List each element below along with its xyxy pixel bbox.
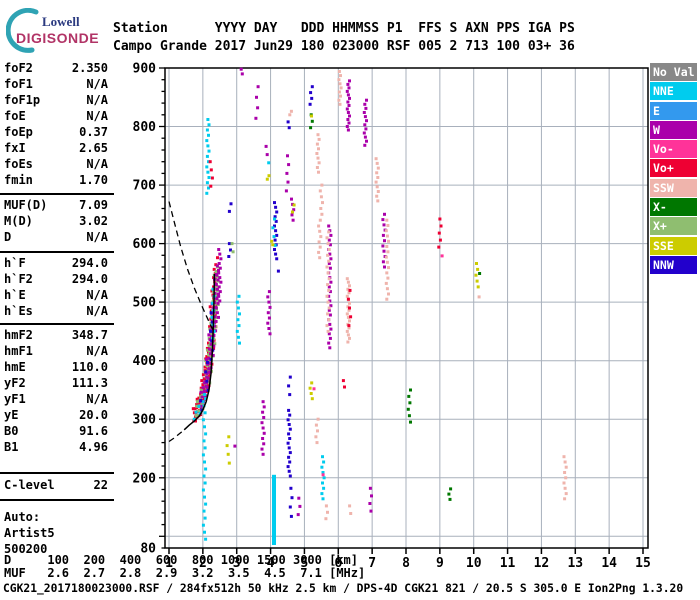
param-row: Artist5 xyxy=(4,526,55,540)
muf-row: MUF 2.6 2.7 2.8 2.9 3.2 3.5 4.5 7.1 [MHz… xyxy=(4,566,366,580)
param-row: Auto: xyxy=(4,510,41,524)
svg-text:8: 8 xyxy=(402,556,410,571)
muf-transmission-curve xyxy=(168,201,216,334)
header-labels-line: Station YYYY DAY DDD HHMMSS P1 FFS S AXN… xyxy=(113,21,575,36)
param-row: foF2 2.350 xyxy=(4,61,108,75)
param-row: foF1p N/A xyxy=(4,93,108,107)
logo-lowell-text: Lowell xyxy=(42,14,80,29)
param-row: 500200 xyxy=(4,542,48,556)
panel-separator xyxy=(0,193,114,195)
param-group-autoscaler: Auto: Artist5 500200 xyxy=(0,509,112,557)
svg-text:300: 300 xyxy=(133,413,157,428)
param-row: foF1 N/A xyxy=(4,77,108,91)
param-row: h`F 294.0 xyxy=(4,256,108,270)
param-group-confidence: C-level 22 xyxy=(0,477,112,493)
legend-item-vo-plus: Vo+ xyxy=(650,159,697,178)
digisonde-arc-icon xyxy=(6,8,39,53)
param-group-muf: MUF(D) 7.09 M(D) 3.02 D N/A xyxy=(0,197,112,245)
distance-row: D 100 200 400 600 800 1000 1500 3000 [km… xyxy=(4,553,359,567)
panel-separator xyxy=(0,323,114,325)
param-row: yF1 N/A xyxy=(4,392,108,406)
param-group-frequencies: foF2 2.350 foF1 N/A foF1p N/A foE N/A foEp 0.… xyxy=(0,60,112,188)
param-row: B1 4.96 xyxy=(4,440,108,454)
svg-text:400: 400 xyxy=(133,354,157,369)
svg-text:600: 600 xyxy=(133,237,157,252)
legend-item-x-minus: X- xyxy=(650,198,697,217)
direction-color-legend: No Val NNE E W Vo- Vo+ SSW X- X+ SSE NNW xyxy=(650,63,697,275)
echo-clusters xyxy=(191,67,568,545)
param-row: fmin 1.70 xyxy=(4,173,108,187)
panel-separator xyxy=(0,251,114,253)
svg-text:900: 900 xyxy=(133,62,157,77)
station-header: Station YYYY DAY DDD HHMMSS P1 FFS S AXN… xyxy=(113,20,575,55)
lowell-digisonde-logo: Lowell DIGISONDE xyxy=(6,8,116,54)
logo-digisonde-text: DIGISONDE xyxy=(16,30,100,46)
svg-text:11: 11 xyxy=(500,556,516,571)
param-row: foE N/A xyxy=(4,109,108,123)
param-group-virtual-heights: h`F 294.0 h`F2 294.0 h`E N/A h`Es N/A xyxy=(0,255,112,319)
legend-item-vo-minus: Vo- xyxy=(650,140,697,159)
svg-text:700: 700 xyxy=(133,179,157,194)
grid xyxy=(165,68,648,548)
param-row: h`Es N/A xyxy=(4,304,108,318)
param-row: hmF1 N/A xyxy=(4,344,108,358)
legend-item-ssw: SSW xyxy=(650,178,697,197)
panel-separator xyxy=(0,499,114,501)
panel-separator xyxy=(0,472,114,474)
trace-curves xyxy=(168,201,216,443)
param-row: yF2 111.3 xyxy=(4,376,108,390)
param-row: MUF(D) 7.09 xyxy=(4,198,108,212)
param-row: yE 20.0 xyxy=(4,408,108,422)
param-row: D N/A xyxy=(4,230,108,244)
param-row: hmF2 348.7 xyxy=(4,328,108,342)
svg-text:800: 800 xyxy=(133,120,157,135)
svg-text:14: 14 xyxy=(601,556,617,571)
legend-item-nnw: NNW xyxy=(650,255,697,274)
svg-text:500: 500 xyxy=(133,296,157,311)
svg-text:200: 200 xyxy=(133,471,157,486)
svg-text:13: 13 xyxy=(567,556,583,571)
param-row: h`E N/A xyxy=(4,288,108,302)
extrapolated-trace-dashed xyxy=(168,429,185,443)
header-values-line: Campo Grande 2017 Jun29 180 023000 RSF 0… xyxy=(113,38,575,54)
param-row: foEp 0.37 xyxy=(4,125,108,139)
y-axis-ticks xyxy=(159,67,165,549)
param-row: B0 91.6 xyxy=(4,424,108,438)
svg-text:12: 12 xyxy=(534,556,550,571)
legend-item-e: E xyxy=(650,101,697,120)
legend-item-x-plus: X+ xyxy=(650,217,697,236)
param-group-peak-heights: hmF2 348.7 hmF1 N/A hmE 110.0 yF2 111.3 yF1 N… xyxy=(0,327,112,455)
param-row: C-level 22 xyxy=(4,478,108,492)
autoscaled-trace-solid xyxy=(183,273,216,431)
param-row: fxI 2.65 xyxy=(4,141,108,155)
svg-text:10: 10 xyxy=(466,556,482,571)
legend-item-noval: No Val xyxy=(650,63,697,81)
svg-text:15: 15 xyxy=(635,556,651,571)
plot-border xyxy=(164,67,649,549)
legend-item-nne: NNE xyxy=(650,82,697,101)
param-row: M(D) 3.02 xyxy=(4,214,108,228)
svg-text:9: 9 xyxy=(436,556,444,571)
param-row: h`F2 294.0 xyxy=(4,272,108,286)
legend-item-sse: SSE xyxy=(650,236,697,255)
file-info-line: CGK21_2017180023000.RSF / 284fx512h 50 k… xyxy=(3,582,684,595)
legend-item-w: W xyxy=(650,120,697,139)
svg-text:7: 7 xyxy=(368,556,376,571)
param-row: hmE 110.0 xyxy=(4,360,108,374)
param-row: foEs N/A xyxy=(4,157,108,171)
